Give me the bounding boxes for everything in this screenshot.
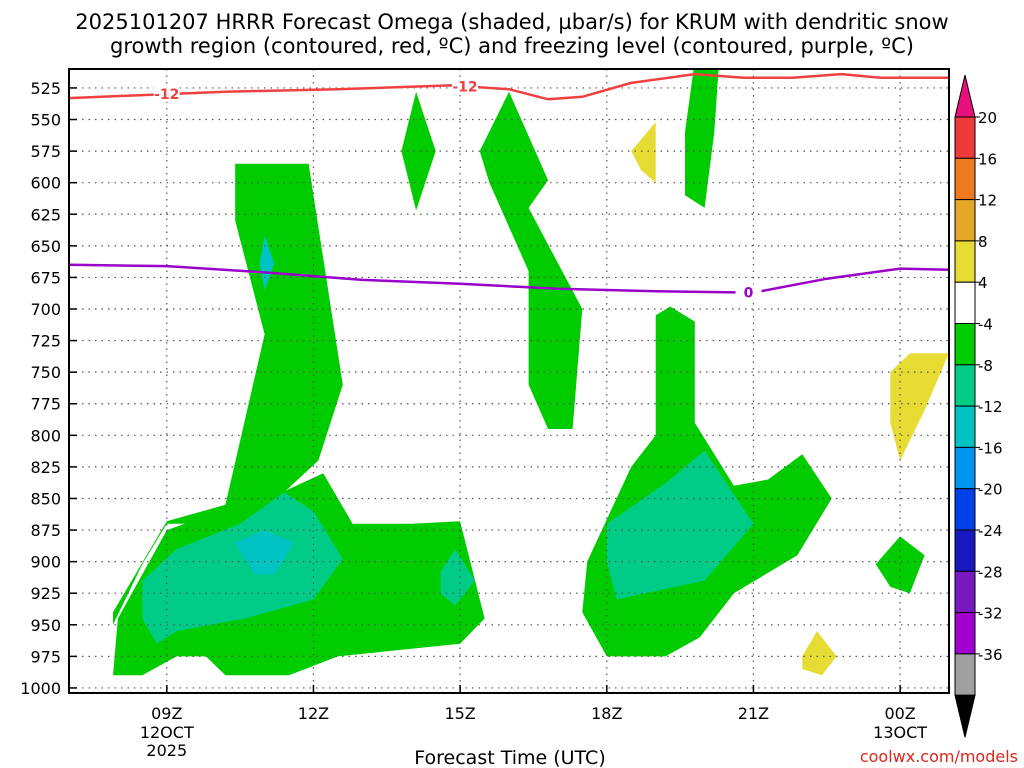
colorbar-label-13: -36 <box>978 646 1003 664</box>
colorbar-swatch-13 <box>954 653 976 696</box>
colorbar: 20 16 12 8 4 -4 -8 -12 -16 -20 -24 -28 -32 -36 <box>954 74 1003 738</box>
y-tick-label-700: 700 <box>30 300 61 319</box>
dgz-contour-label-bg-0 <box>153 86 180 103</box>
omega-region-12 <box>631 122 656 183</box>
x-tick-label-18Z: 18Z <box>591 704 622 723</box>
colorbar-swatch-9 <box>954 488 976 531</box>
y-tick-label-675: 675 <box>30 268 61 287</box>
chart-title-line-1: 2025101207 HRRR Forecast Omega (shaded, … <box>75 10 948 34</box>
omega-region-14 <box>802 631 837 676</box>
omega-region-7 <box>142 492 343 644</box>
plot-frame <box>68 68 950 694</box>
colorbar-swatch-8 <box>954 446 976 490</box>
omega-region-11 <box>259 235 275 291</box>
y-tick-label-800: 800 <box>30 426 61 445</box>
x-tick-label-15Z: 15Z <box>444 704 475 723</box>
colorbar-label-1: 16 <box>978 150 997 168</box>
colorbar-swatch-7 <box>954 405 976 448</box>
omega-region-9 <box>606 450 754 600</box>
y-tick-label-900: 900 <box>30 553 61 572</box>
chart-title-line-2: growth region (contoured, red, ºC) and f… <box>110 34 914 58</box>
colorbar-label-0: 20 <box>978 109 997 127</box>
y-tick-label-525: 525 <box>30 79 61 98</box>
colorbar-bottom-arrow <box>954 694 976 738</box>
y-tick-label-600: 600 <box>30 174 61 193</box>
contour-lines: -12 -12 0 <box>69 72 949 302</box>
colorbar-label-6: -8 <box>978 357 993 375</box>
dgz-contour-label-bg-1 <box>452 78 478 95</box>
colorbar-swatch-11 <box>954 570 976 614</box>
colorbar-label-2: 12 <box>978 192 997 210</box>
colorbar-swatch-5 <box>954 323 976 366</box>
colorbar-swatch-6 <box>954 364 976 407</box>
y-axis: 525 550 575 600 625 650 675 700 725 750 775 800 825 8… <box>20 79 77 698</box>
colorbar-swatch-0 <box>954 116 976 159</box>
y-tick-label-1000: 1000 <box>20 679 61 698</box>
x-tick-label-09Z: 09Z <box>151 704 182 723</box>
y-tick-label-775: 775 <box>30 395 61 414</box>
x-tick-label-21Z: 21Z <box>738 704 769 723</box>
y-tick-label-850: 850 <box>30 489 61 508</box>
y-tick-label-825: 825 <box>30 458 61 477</box>
omega-region-10 <box>235 530 294 575</box>
y-tick-label-575: 575 <box>30 142 61 161</box>
omega-region-8 <box>440 549 475 606</box>
credit-text: coolwx.com/models <box>860 747 1018 766</box>
omega-region-13 <box>890 353 949 461</box>
dgz-contour-line <box>69 72 949 101</box>
colorbar-label-12: -32 <box>978 605 1003 623</box>
colorbar-label-8: -16 <box>978 439 1003 457</box>
colorbar-top-arrow <box>954 74 976 118</box>
freezing-contour-line <box>69 263 949 294</box>
colorbar-label-9: -20 <box>978 481 1003 499</box>
dgz-contour-label-0: -12 <box>154 87 179 103</box>
freezing-contour-label-0: 0 <box>744 286 754 302</box>
colorbar-swatch-10 <box>954 529 976 572</box>
dgz-contour-label-1: -12 <box>452 79 477 95</box>
x-tick-year-09Z: 2025 <box>146 741 187 760</box>
colorbar-swatch-3 <box>954 240 976 283</box>
colorbar-swatch-4 <box>954 281 976 325</box>
colorbar-label-3: 8 <box>978 233 988 251</box>
x-tick-label-12Z: 12Z <box>298 704 329 723</box>
x-tick-label-00Z: 00Z <box>884 704 915 723</box>
omega-region-0 <box>113 163 343 688</box>
omega-region-4 <box>685 69 719 208</box>
x-tick-date-09Z: 12OCT <box>140 723 194 742</box>
y-tick-label-875: 875 <box>30 521 61 540</box>
x-axis-label: Forecast Time (UTC) <box>414 747 605 768</box>
y-tick-label-750: 750 <box>30 363 61 382</box>
colorbar-label-4: 4 <box>978 274 988 292</box>
colorbar-swatch-2 <box>954 199 976 242</box>
colorbar-label-11: -28 <box>978 563 1003 581</box>
omega-region-3 <box>479 91 583 429</box>
y-tick-label-950: 950 <box>30 616 61 635</box>
y-tick-label-550: 550 <box>30 111 61 130</box>
y-tick-label-975: 975 <box>30 647 61 666</box>
omega-region-2 <box>401 91 436 211</box>
colorbar-swatch-12 <box>954 612 976 655</box>
x-tick-date-00Z: 13OCT <box>873 723 927 742</box>
colorbar-label-10: -24 <box>978 522 1003 540</box>
freezing-contour-label-bg-0 <box>735 284 762 301</box>
omega-region-6 <box>875 536 925 594</box>
colorbar-label-5: -4 <box>978 316 993 334</box>
colorbar-label-7: -12 <box>978 398 1003 416</box>
y-tick-label-925: 925 <box>30 584 61 603</box>
grid-lines <box>69 69 949 693</box>
y-tick-label-650: 650 <box>30 237 61 256</box>
y-tick-label-625: 625 <box>30 205 61 224</box>
y-tick-label-725: 725 <box>30 332 61 351</box>
colorbar-swatch-1 <box>954 157 976 201</box>
